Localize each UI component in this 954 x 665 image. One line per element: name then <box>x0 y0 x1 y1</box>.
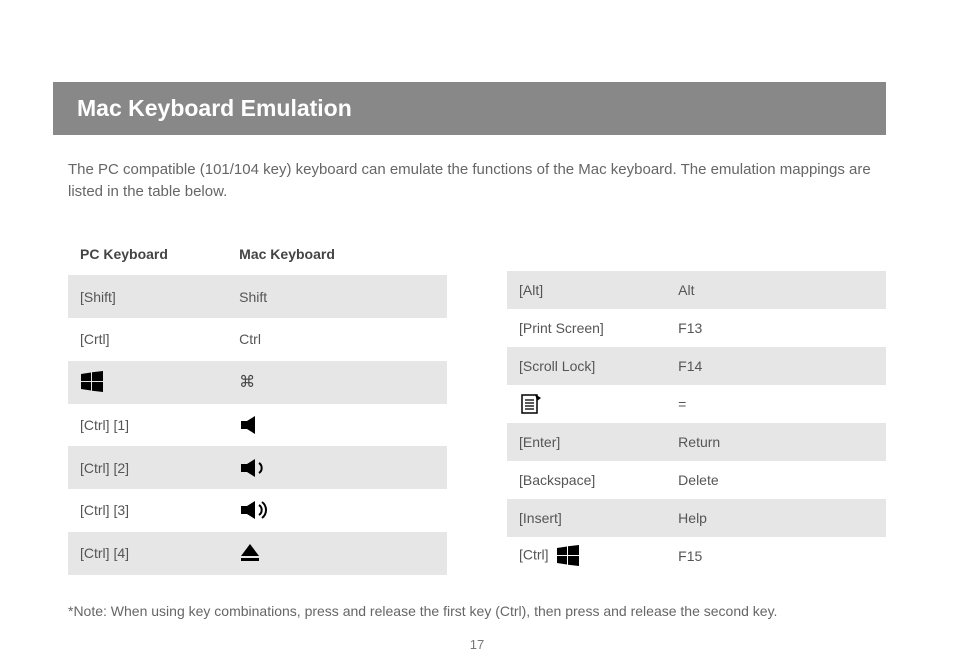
pc-cell: [Ctrl] [3] <box>68 489 227 532</box>
pc-cell: [Alt] <box>507 271 666 309</box>
mac-cell <box>227 532 447 575</box>
table-row: [Ctrl] F15 <box>507 537 886 575</box>
table-row: [Alt] Alt <box>507 271 886 309</box>
pc-cell: [Shift] <box>68 275 227 318</box>
mac-cell <box>227 404 447 447</box>
cell-text: F13 <box>678 320 702 336</box>
pc-cell <box>68 361 227 404</box>
cell-text: F15 <box>678 548 702 564</box>
pc-cell: [Enter] <box>507 423 666 461</box>
cell-text: [Ctrl] [2] <box>80 460 129 476</box>
table-row: [Scroll Lock] F14 <box>507 347 886 385</box>
pc-cell: [Ctrl] [2] <box>68 446 227 489</box>
cell-text: [Shift] <box>80 289 116 305</box>
table-row: [Backspace] Delete <box>507 461 886 499</box>
pc-cell: [Scroll Lock] <box>507 347 666 385</box>
table-header-row-spacer: .. <box>507 233 886 271</box>
cell-text: Help <box>678 510 707 526</box>
cell-text: [Print Screen] <box>519 320 604 336</box>
pc-cell: [Ctrl] <box>507 537 666 575</box>
mac-cell: Help <box>666 499 886 537</box>
mac-cell: Return <box>666 423 886 461</box>
command-icon: ⌘ <box>239 372 255 392</box>
mac-cell <box>227 446 447 489</box>
table-header-row: PC Keyboard Mac Keyboard <box>68 233 447 276</box>
cell-text: [Scroll Lock] <box>519 358 595 374</box>
table-row: [Shift] Shift <box>68 275 447 318</box>
mac-cell: F14 <box>666 347 886 385</box>
pc-cell: [Backspace] <box>507 461 666 499</box>
pc-cell: [Crtl] <box>68 318 227 361</box>
cell-text: [Crtl] <box>80 331 110 347</box>
pc-cell: [Ctrl] [1] <box>68 404 227 447</box>
cell-text: [Insert] <box>519 510 562 526</box>
cell-text: [Ctrl] [4] <box>80 545 129 561</box>
table-row: [Enter] Return <box>507 423 886 461</box>
cell-text: [Ctrl] [1] <box>80 417 129 433</box>
vol-down-icon <box>239 458 269 478</box>
mapping-table-right: .. [Alt] Alt [Print Screen] F13 [Scroll Lock]… <box>507 233 886 575</box>
cell-text: [Ctrl] [3] <box>80 502 129 518</box>
table-row: [Print Screen] F13 <box>507 309 886 347</box>
mac-cell: F13 <box>666 309 886 347</box>
cell-text: Alt <box>678 282 694 298</box>
mute-icon <box>239 415 265 435</box>
col-header-mac: Mac Keyboard <box>227 233 447 276</box>
intro-text: The PC compatible (101/104 key) keyboard… <box>68 159 886 203</box>
cell-text: Shift <box>239 289 267 305</box>
mac-cell: Delete <box>666 461 886 499</box>
mac-cell: = <box>666 385 886 423</box>
table-row: [Ctrl] [1] <box>68 404 447 447</box>
table-row: ⌘ <box>68 361 447 404</box>
windows-icon <box>556 545 580 567</box>
cell-text: [Ctrl] <box>519 546 549 562</box>
vol-up-icon <box>239 500 273 520</box>
table-row: [Crtl] Ctrl <box>68 318 447 361</box>
table-row: [Ctrl] [4] <box>68 532 447 575</box>
cell-text: Delete <box>678 472 718 488</box>
pc-cell: [Insert] <box>507 499 666 537</box>
cell-text: = <box>678 396 686 412</box>
cell-text: [Alt] <box>519 282 543 298</box>
menu-icon <box>519 393 543 415</box>
mac-cell: ⌘ <box>227 361 447 404</box>
windows-icon <box>80 371 104 393</box>
table-row: [Ctrl] [2] <box>68 446 447 489</box>
pc-cell: [Ctrl] [4] <box>68 532 227 575</box>
cell-text: Return <box>678 434 720 450</box>
mapping-table-left: PC Keyboard Mac Keyboard [Shift] Shift [Cr… <box>68 233 447 575</box>
mac-cell: F15 <box>666 537 886 575</box>
footnote: *Note: When using key combinations, pres… <box>68 601 886 621</box>
page-number: 17 <box>68 637 886 652</box>
col-header-pc: PC Keyboard <box>68 233 227 276</box>
pc-cell: [Print Screen] <box>507 309 666 347</box>
cell-text: Ctrl <box>239 331 261 347</box>
pc-cell <box>507 385 666 423</box>
mac-cell <box>227 489 447 532</box>
cell-text: [Enter] <box>519 434 560 450</box>
table-row: [Insert] Help <box>507 499 886 537</box>
cell-text: F14 <box>678 358 702 374</box>
mac-cell: Ctrl <box>227 318 447 361</box>
eject-icon <box>239 543 261 563</box>
table-row: = <box>507 385 886 423</box>
tables-container: PC Keyboard Mac Keyboard [Shift] Shift [Cr… <box>68 233 886 575</box>
cell-text: [Backspace] <box>519 472 595 488</box>
mac-cell: Alt <box>666 271 886 309</box>
page-title: Mac Keyboard Emulation <box>53 82 886 135</box>
table-row: [Ctrl] [3] <box>68 489 447 532</box>
mac-cell: Shift <box>227 275 447 318</box>
